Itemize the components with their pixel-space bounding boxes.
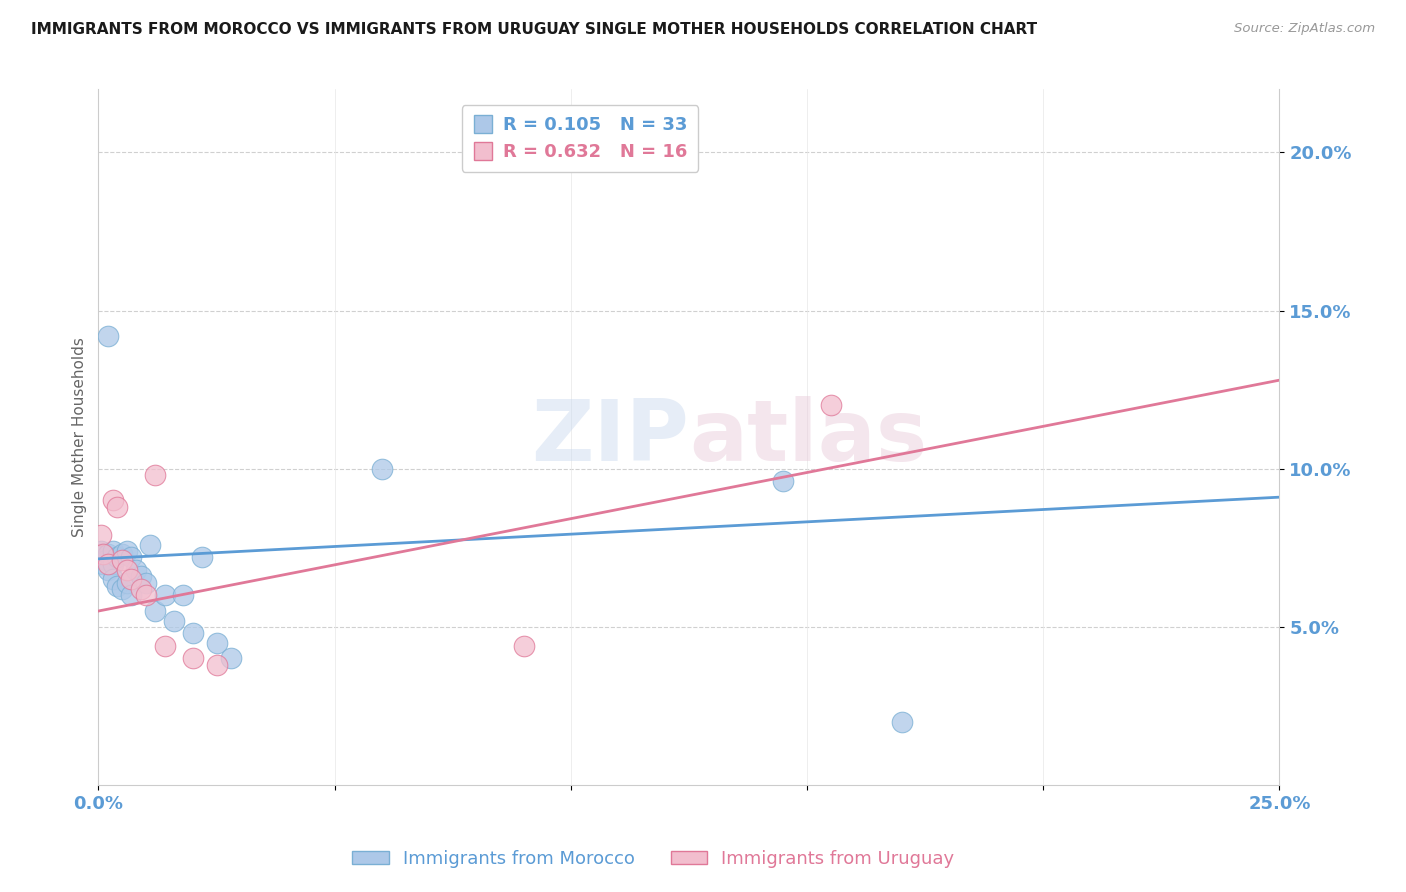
- Point: [371, 461, 394, 475]
- Point: [135, 588, 157, 602]
- Point: [90, 544, 112, 558]
- Point: [219, 651, 242, 665]
- Point: [205, 657, 228, 672]
- Point: [97, 557, 120, 571]
- Text: atlas: atlas: [689, 395, 927, 479]
- Point: [143, 604, 166, 618]
- Point: [91, 547, 114, 561]
- Point: [205, 635, 228, 649]
- Point: [101, 544, 124, 558]
- Point: [91, 557, 114, 571]
- Point: [172, 588, 194, 602]
- Point: [115, 575, 138, 590]
- Point: [121, 573, 143, 587]
- Point: [97, 329, 120, 343]
- Point: [820, 399, 842, 413]
- Point: [101, 493, 124, 508]
- Point: [101, 573, 124, 587]
- Point: [181, 651, 204, 665]
- Text: IMMIGRANTS FROM MOROCCO VS IMMIGRANTS FROM URUGUAY SINGLE MOTHER HOUSEHOLDS CORR: IMMIGRANTS FROM MOROCCO VS IMMIGRANTS FR…: [31, 22, 1038, 37]
- Point: [90, 528, 112, 542]
- Point: [139, 538, 162, 552]
- Point: [97, 563, 120, 577]
- Point: [94, 553, 117, 567]
- Point: [105, 500, 128, 514]
- Point: [181, 626, 204, 640]
- Point: [135, 575, 157, 590]
- Point: [143, 468, 166, 483]
- Point: [101, 557, 124, 571]
- Point: [121, 550, 143, 565]
- Point: [105, 579, 128, 593]
- Point: [153, 639, 176, 653]
- Point: [890, 714, 912, 729]
- Point: [512, 639, 534, 653]
- Point: [129, 569, 152, 583]
- Point: [153, 588, 176, 602]
- Y-axis label: Single Mother Households: Single Mother Households: [72, 337, 87, 537]
- Point: [125, 563, 148, 577]
- Point: [115, 563, 138, 577]
- Legend: Immigrants from Morocco, Immigrants from Uruguay: Immigrants from Morocco, Immigrants from…: [346, 843, 962, 875]
- Text: ZIP: ZIP: [531, 395, 689, 479]
- Point: [111, 547, 134, 561]
- Point: [91, 547, 114, 561]
- Point: [163, 614, 186, 628]
- Point: [115, 544, 138, 558]
- Point: [772, 475, 794, 489]
- Point: [105, 550, 128, 565]
- Point: [111, 553, 134, 567]
- Point: [191, 550, 214, 565]
- Point: [97, 547, 120, 561]
- Point: [111, 582, 134, 596]
- Text: Source: ZipAtlas.com: Source: ZipAtlas.com: [1234, 22, 1375, 36]
- Point: [129, 582, 152, 596]
- Point: [121, 588, 143, 602]
